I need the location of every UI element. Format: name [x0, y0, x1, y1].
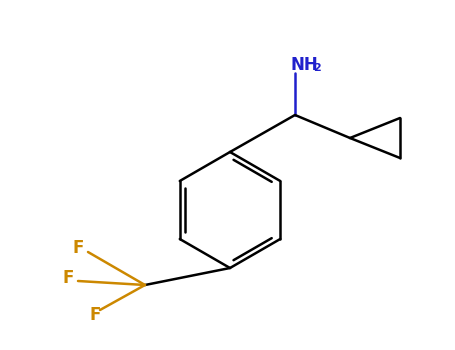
- Text: F: F: [62, 269, 74, 287]
- Text: 2: 2: [313, 63, 321, 73]
- Text: NH: NH: [290, 56, 318, 74]
- Text: F: F: [72, 239, 84, 257]
- Text: F: F: [89, 306, 101, 324]
